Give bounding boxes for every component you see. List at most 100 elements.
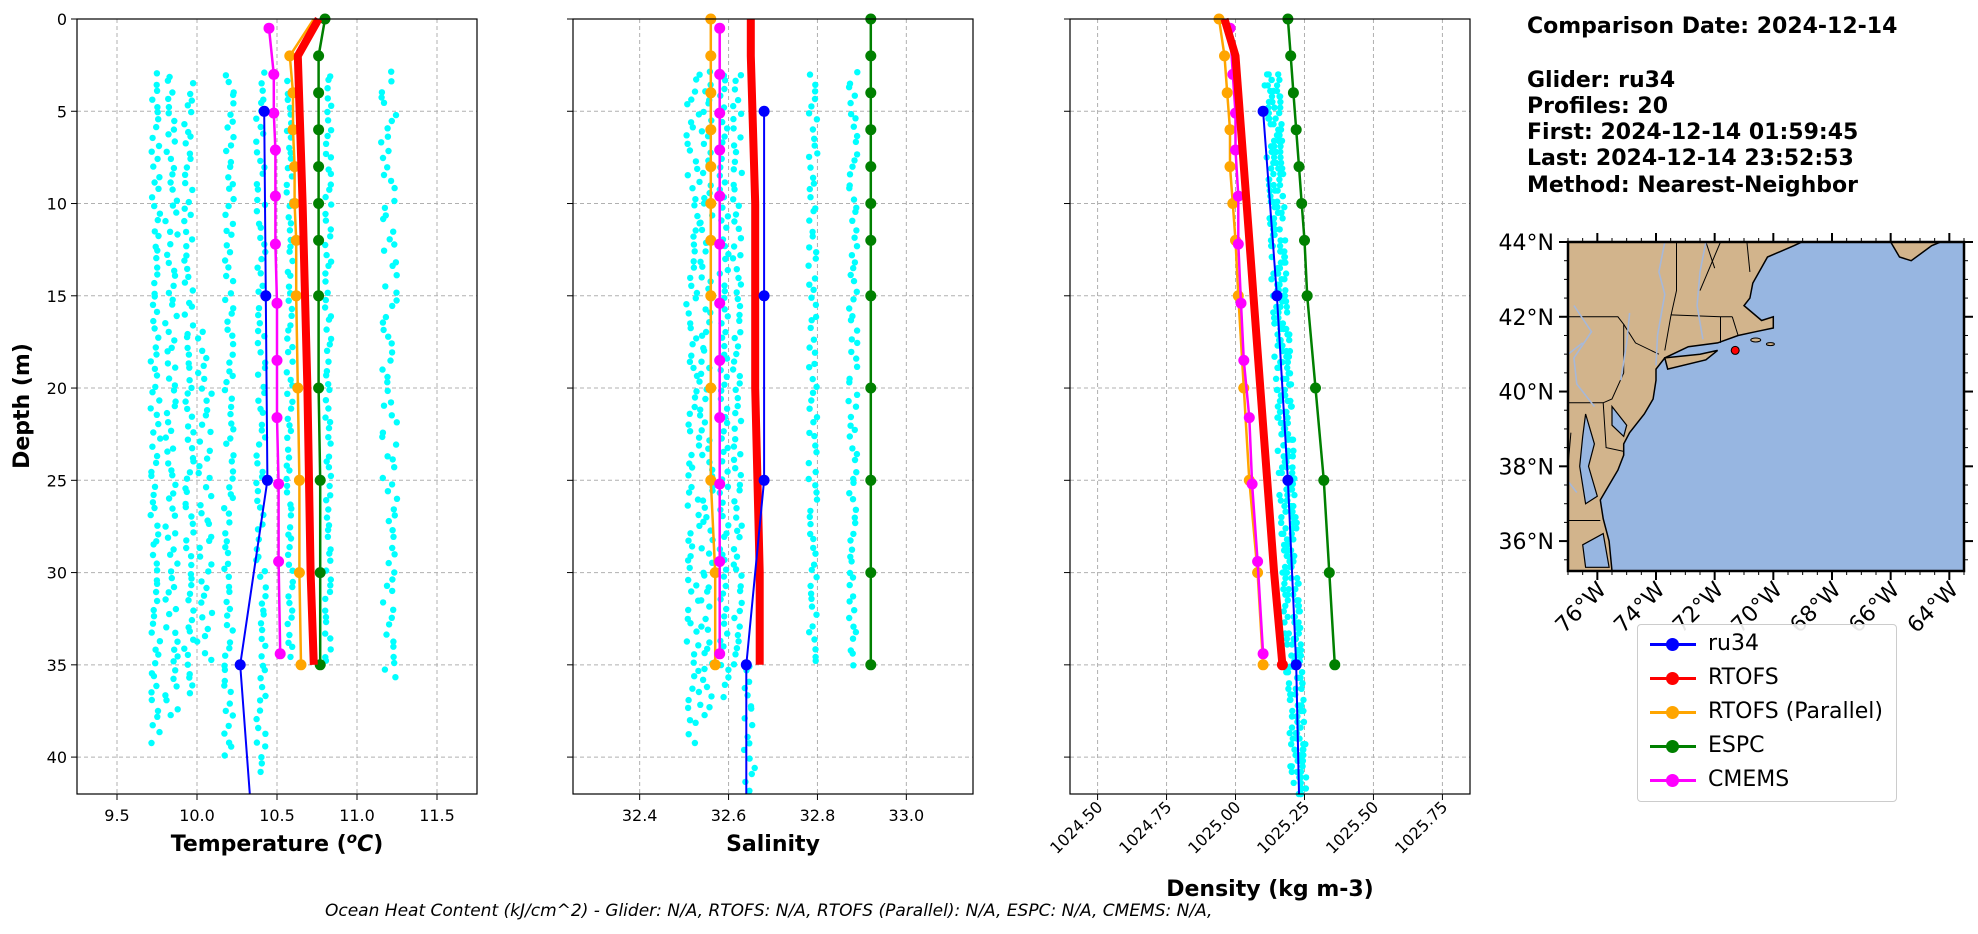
glider-scatter-point (1274, 209, 1282, 216)
glider-scatter-point (721, 306, 728, 313)
glider-scatter-point (254, 327, 262, 335)
glider-scatter-point (255, 311, 262, 319)
glider-scatter-point (809, 623, 816, 630)
map-river (1655, 242, 1666, 366)
glider-scatter-point (223, 227, 230, 235)
glider-scatter-point (165, 328, 172, 336)
glider-scatter-point (153, 567, 161, 574)
glider-scatter-point (850, 277, 858, 285)
glider-scatter-point (721, 179, 729, 186)
glider-scatter-point (208, 609, 216, 617)
series-marker-cmems (714, 648, 726, 660)
map-lat-label: 44°N (1499, 231, 1554, 256)
glider-scatter-point (327, 181, 334, 188)
x-tick-label: 11.0 (339, 806, 375, 825)
series-line-rtofs-parallel (288, 18, 315, 665)
glider-scatter-point (156, 728, 163, 736)
map-pamlico-sound (1582, 532, 1610, 568)
glider-scatter-point (388, 481, 396, 488)
glider-scatter-point (686, 428, 694, 435)
x-tick-label: 1025.00 (1184, 797, 1244, 857)
glider-scatter-point (284, 390, 291, 397)
glider-scatter-point (847, 271, 854, 279)
glider-scatter-point (326, 550, 333, 557)
x-tick-label: 10.0 (179, 806, 215, 825)
glider-scatter-point (812, 482, 819, 489)
glider-scatter-point (221, 386, 229, 394)
glider-scatter-point (258, 99, 265, 107)
glider-scatter-point (1276, 397, 1284, 405)
x-tick-label: 1025.25 (1253, 797, 1313, 857)
series-marker-cmems (1246, 478, 1258, 490)
glider-scatter-point (184, 423, 192, 430)
glider-scatter-point (731, 334, 738, 342)
glider-scatter-point (698, 427, 705, 434)
glider-scatter-point (154, 155, 161, 163)
map-river (1568, 342, 1584, 355)
glider-scatter-point (199, 328, 206, 335)
glider-scatter-point (225, 174, 232, 181)
glider-scatter-point (181, 217, 188, 225)
glider-scatter-point (384, 373, 391, 381)
legend-item-espc: ESPC (1646, 731, 1891, 761)
glider-scatter-point (813, 496, 821, 503)
glider-scatter-point (256, 320, 263, 327)
series-marker-cmems (1232, 190, 1244, 202)
glider-scatter-point (286, 543, 293, 551)
glider-scatter-point (736, 487, 743, 494)
glider-scatter-point (183, 544, 190, 552)
glider-scatter-point (156, 638, 164, 645)
glider-scatter-point (381, 204, 389, 212)
glider-scatter-point (153, 411, 160, 418)
glider-scatter-point (170, 126, 178, 133)
glider-scatter-point (688, 352, 695, 359)
glider-scatter-point (1287, 691, 1294, 698)
glider-scatter-point (221, 505, 228, 512)
series-line-cmems (1228, 28, 1265, 654)
glider-scatter-point (846, 171, 854, 178)
glider-scatter-point (227, 163, 234, 170)
glider-scatter-point (1276, 491, 1283, 499)
glider-scatter-point (189, 520, 196, 527)
glider-scatter-point (225, 573, 232, 580)
glider-scatter-point (1268, 276, 1275, 283)
glider-scatter-point (258, 421, 266, 428)
glider-scatter-point (724, 630, 731, 637)
glider-scatter-point (153, 682, 160, 690)
glider-scatter-point (322, 150, 330, 158)
glider-scatter-point (153, 580, 161, 587)
glider-scatter-point (169, 202, 177, 209)
glider-scatter-point (1276, 242, 1284, 250)
glider-scatter-point (698, 623, 705, 630)
glider-scatter-point (327, 335, 335, 343)
series-marker-espc (865, 567, 877, 579)
glider-scatter-point (687, 620, 694, 627)
map-chesapeake-bay (1579, 413, 1599, 505)
glider-scatter-point (147, 511, 154, 519)
series-marker-espc (313, 87, 325, 99)
glider-scatter-point (322, 414, 329, 421)
glider-scatter-point (849, 163, 856, 170)
glider-scatter-point (687, 274, 694, 282)
glider-scatter-point (1268, 76, 1275, 84)
glider-scatter-point (224, 318, 231, 325)
glider-scatter-point (810, 535, 817, 543)
glider-scatter-point (390, 638, 397, 645)
glider-scatter-point (289, 343, 296, 351)
glider-scatter-point (164, 419, 172, 426)
glider-scatter-point (1291, 552, 1298, 560)
glider-scatter-point (225, 722, 232, 730)
glider-scatter-point (391, 659, 398, 667)
glider-scatter-point (846, 581, 853, 589)
glider-scatter-point (738, 572, 745, 579)
glider-scatter-point (1280, 530, 1287, 537)
glider-scatter-point (1289, 464, 1296, 471)
glider-scatter-point (328, 201, 335, 208)
x-tick-label: 1025.50 (1322, 797, 1382, 857)
glider-scatter-point (227, 142, 235, 149)
glider-scatter-point (808, 566, 815, 574)
glider-scatter-point (809, 126, 817, 133)
glider-scatter-point (691, 248, 698, 255)
glider-scatter-point (1288, 713, 1296, 720)
series-marker-cmems (269, 238, 281, 250)
